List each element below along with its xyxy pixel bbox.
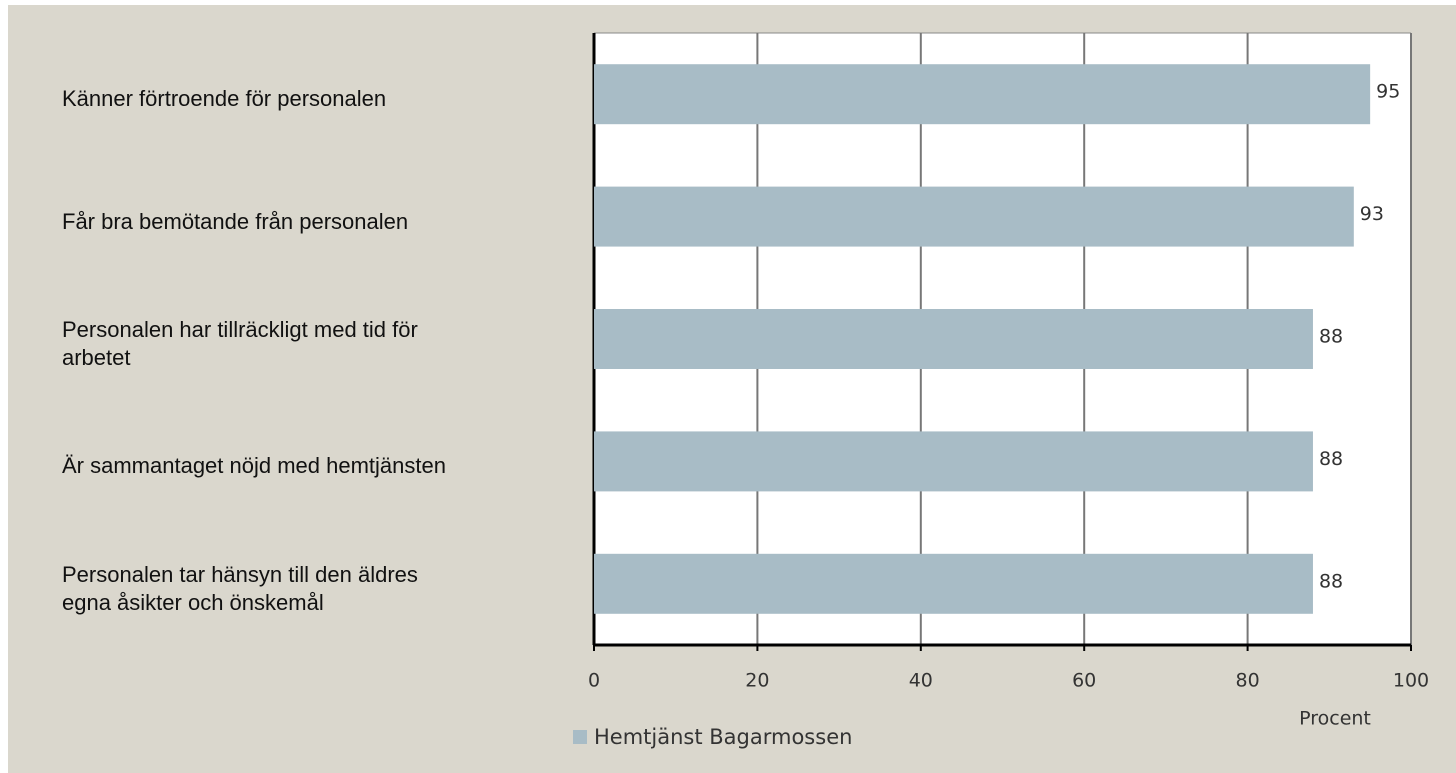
x-tick-label: 80 [1236, 670, 1260, 692]
category-label: Får bra bemötande från personalen [62, 208, 409, 234]
bar [594, 553, 1313, 614]
value-label: 88 [1319, 448, 1343, 470]
value-label: 93 [1360, 203, 1384, 225]
x-tick-label: 40 [909, 670, 933, 692]
legend-label: Hemtjänst Bagarmossen [594, 725, 852, 749]
bar [594, 186, 1354, 247]
x-tick-label: 60 [1072, 670, 1096, 692]
x-axis-label: Procent [1299, 708, 1371, 730]
legend-swatch [573, 730, 587, 744]
category-label: Är sammantaget nöjd med hemtjänsten [62, 453, 446, 479]
bar [594, 64, 1371, 125]
bar [594, 309, 1313, 369]
value-label: 88 [1319, 570, 1343, 592]
category-label: Personalen tar hänsyn till den äldres eg… [62, 561, 418, 615]
x-tick-label: 20 [745, 670, 769, 692]
bar [594, 431, 1313, 492]
x-tick-label: 0 [588, 670, 600, 692]
value-label: 95 [1376, 81, 1400, 103]
x-tick-label: 100 [1393, 670, 1429, 692]
category-label: Personalen har tillräckligt med tid för … [62, 317, 418, 370]
category-label: Känner förtroende för personalen [62, 86, 387, 112]
value-label: 88 [1319, 326, 1343, 348]
